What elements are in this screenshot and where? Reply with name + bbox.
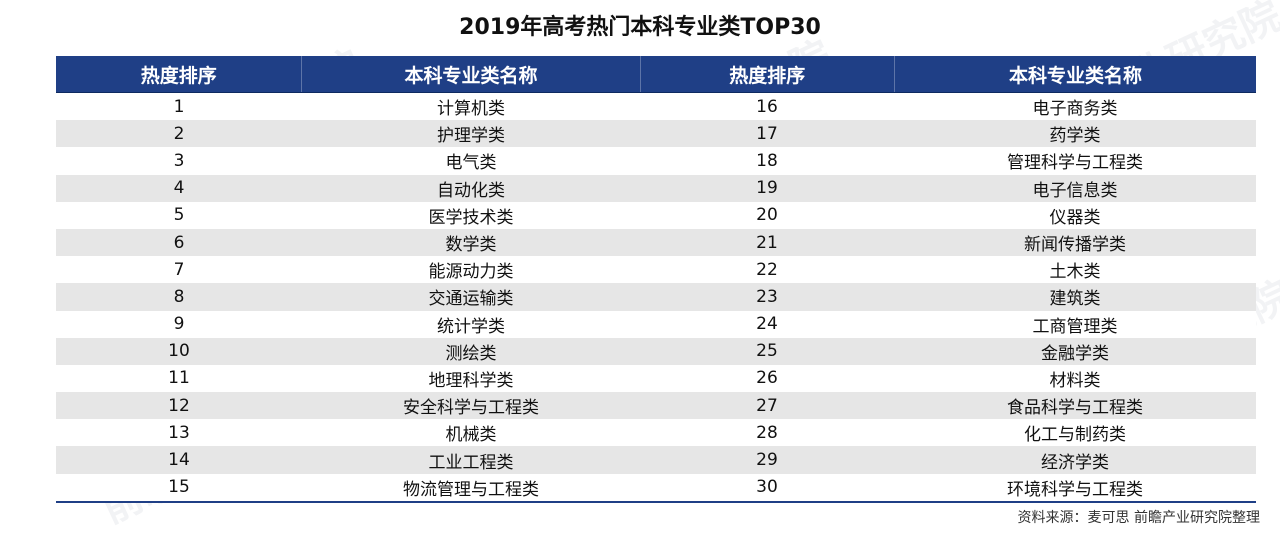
major-name-cell: 机械类 (445, 425, 497, 446)
rank-cell: 10 (168, 341, 190, 362)
major-name-cell: 土木类 (1049, 262, 1101, 283)
major-name-cell: 电子商务类 (1032, 99, 1118, 120)
table-header: 热度排序 本科专业类名称 热度排序 本科专业类名称 (56, 56, 1256, 93)
major-name-cell: 仪器类 (1049, 207, 1101, 228)
rank-cell: 5 (173, 205, 185, 226)
major-name-cell: 化工与制药类 (1024, 425, 1126, 446)
rank-cell: 21 (756, 232, 778, 253)
rank-cell: 30 (756, 477, 778, 498)
rank-cell: 19 (756, 178, 778, 199)
major-name-cell: 医学技术类 (428, 207, 514, 228)
table-row: 9 统计学类 24 工商管理类 (56, 310, 1256, 338)
major-name-cell: 管理科学与工程类 (1007, 153, 1143, 174)
rank-cell: 20 (756, 205, 778, 226)
major-name-cell: 地理科学类 (428, 370, 514, 391)
rank-cell: 3 (173, 150, 185, 171)
rank-cell: 14 (168, 450, 190, 471)
table-row: 7 能源动力类 22 土木类 (56, 256, 1256, 284)
rank-cell: 23 (756, 286, 778, 307)
rank-cell: 28 (756, 422, 778, 443)
table-row: 5 医学技术类 20 仪器类 (56, 201, 1256, 229)
major-name-cell: 新闻传播学类 (1024, 235, 1126, 256)
rank-cell: 29 (756, 450, 778, 471)
major-name-cell: 药学类 (1049, 126, 1101, 147)
major-name-cell: 物流管理与工程类 (403, 479, 539, 500)
rank-cell: 13 (168, 422, 190, 443)
rank-cell: 8 (173, 286, 185, 307)
rank-cell: 12 (168, 395, 190, 416)
table-row: 8 交通运输类 23 建筑类 (56, 283, 1256, 311)
major-name-cell: 电子信息类 (1032, 180, 1118, 201)
rank-cell: 6 (173, 232, 185, 253)
major-name-cell: 工业工程类 (428, 452, 514, 473)
rank-cell: 7 (173, 259, 185, 280)
rank-cell: 15 (168, 477, 190, 498)
rank-cell: 22 (756, 259, 778, 280)
major-name-cell: 护理学类 (437, 126, 505, 147)
header-rank: 热度排序 (641, 56, 895, 92)
table-body: 1 计算机类 16 电子商务类 2 护理学类 17 药学类 3 电气类 18 管理科学与工程类 4 自动化… (56, 93, 1256, 503)
table-row: 1 计算机类 16 电子商务类 (56, 93, 1256, 121)
rank-cell: 18 (756, 150, 778, 171)
table-row: 12 安全科学与工程类 27 食品科学与工程类 (56, 392, 1256, 420)
major-name-cell: 建筑类 (1049, 289, 1101, 310)
table-row: 2 护理学类 17 药学类 (56, 120, 1256, 148)
rank-cell: 17 (756, 123, 778, 144)
major-name-cell: 金融学类 (1041, 343, 1109, 364)
rank-cell: 2 (173, 123, 185, 144)
major-name-cell: 能源动力类 (428, 262, 514, 283)
major-name-cell: 安全科学与工程类 (403, 398, 539, 419)
table-row: 6 数学类 21 新闻传播学类 (56, 228, 1256, 257)
table-row: 3 电气类 18 管理科学与工程类 (56, 147, 1256, 175)
major-name-cell: 食品科学与工程类 (1007, 398, 1143, 419)
major-name-cell: 环境科学与工程类 (1007, 479, 1143, 500)
major-name-cell: 自动化类 (437, 180, 505, 201)
page-title: 2019年高考热门本科专业类TOP30 (459, 15, 821, 40)
major-name-cell: 材料类 (1049, 370, 1101, 391)
rank-cell: 16 (756, 96, 778, 117)
header-rank: 热度排序 (56, 56, 303, 92)
table-row: 10 测绘类 25 金融学类 (56, 337, 1256, 365)
major-name-cell: 交通运输类 (428, 289, 514, 310)
rank-cell: 4 (173, 178, 185, 199)
major-name-cell: 工商管理类 (1032, 316, 1118, 337)
major-name-cell: 数学类 (445, 235, 497, 256)
source-note: 资料来源：麦可思 前瞻产业研究院整理 (1017, 510, 1260, 526)
rank-cell: 26 (756, 368, 778, 389)
rank-cell: 9 (173, 314, 185, 335)
ranking-table: 热度排序 本科专业类名称 热度排序 本科专业类名称 1 计算机类 16 电子商务类 2 护… (56, 56, 1256, 503)
header-major-name: 本科专业类名称 (302, 56, 641, 92)
table-row: 14 工业工程类 29 经济学类 (56, 446, 1256, 474)
rank-cell: 11 (168, 368, 190, 389)
table-row: 13 机械类 28 化工与制药类 (56, 419, 1256, 447)
major-name-cell: 经济学类 (1041, 452, 1109, 473)
rank-cell: 25 (756, 341, 778, 362)
table-row: 11 地理科学类 26 材料类 (56, 364, 1256, 393)
rank-cell: 24 (756, 314, 778, 335)
major-name-cell: 计算机类 (437, 99, 505, 120)
major-name-cell: 电气类 (445, 153, 497, 174)
table-row: 4 自动化类 19 电子信息类 (56, 174, 1256, 202)
rank-cell: 27 (756, 395, 778, 416)
rank-cell: 1 (173, 96, 185, 117)
major-name-cell: 统计学类 (437, 316, 505, 337)
major-name-cell: 测绘类 (445, 343, 497, 364)
header-major-name: 本科专业类名称 (1008, 64, 1142, 87)
table-row: 15 物流管理与工程类 30 环境科学与工程类 (56, 473, 1256, 501)
